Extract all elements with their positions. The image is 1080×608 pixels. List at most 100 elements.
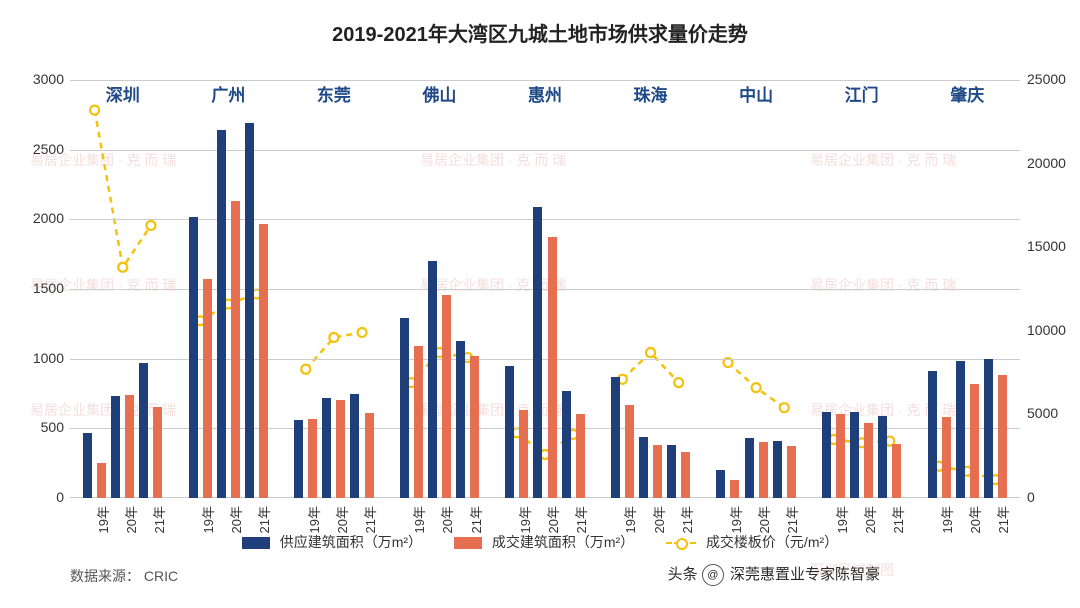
city-label: 江门 bbox=[845, 81, 879, 106]
x-tick: 21年 bbox=[254, 506, 273, 533]
bar-supply bbox=[83, 433, 92, 498]
bar-supply bbox=[400, 318, 409, 498]
x-tick: 20年 bbox=[965, 506, 984, 533]
x-tick: 19年 bbox=[832, 506, 851, 533]
city-label: 惠州 bbox=[528, 81, 562, 106]
x-tick: 20年 bbox=[332, 506, 351, 533]
legend-item-price: 成交楼板价（元/m²） bbox=[666, 532, 838, 552]
x-tick: 21年 bbox=[360, 506, 379, 533]
x-tick: 19年 bbox=[726, 506, 745, 533]
legend-swatch-supply bbox=[242, 537, 270, 549]
price-marker bbox=[301, 365, 310, 374]
bar-deal bbox=[414, 346, 423, 498]
x-tick: 21年 bbox=[782, 506, 801, 533]
x-tick: 19年 bbox=[198, 506, 217, 533]
bar-deal bbox=[892, 444, 901, 498]
plot-area: 0500100015002000250030000500010000150002… bbox=[70, 80, 1020, 498]
city-label: 东莞 bbox=[317, 81, 351, 106]
x-tick: 19年 bbox=[937, 506, 956, 533]
x-tick: 21年 bbox=[149, 506, 168, 533]
city-label: 广州 bbox=[211, 81, 245, 106]
x-tick: 19年 bbox=[620, 506, 639, 533]
bar-supply bbox=[294, 420, 303, 498]
bar-supply bbox=[878, 416, 887, 498]
price-marker bbox=[646, 348, 655, 357]
x-tick: 21年 bbox=[888, 506, 907, 533]
bar-deal bbox=[548, 237, 557, 498]
gridline bbox=[70, 359, 1020, 360]
bar-supply bbox=[533, 207, 542, 498]
x-tick: 19年 bbox=[304, 506, 323, 533]
x-tick: 20年 bbox=[543, 506, 562, 533]
bar-supply bbox=[139, 363, 148, 498]
bar-deal bbox=[365, 413, 374, 498]
x-tick: 20年 bbox=[649, 506, 668, 533]
overlay-attribution: 头条 @ 深莞惠置业专家陈智豪 bbox=[668, 563, 880, 586]
bar-deal bbox=[730, 480, 739, 498]
bar-deal bbox=[576, 414, 585, 498]
source-value: CRIC bbox=[144, 568, 178, 584]
bar-deal bbox=[681, 452, 690, 498]
bar-supply bbox=[956, 361, 965, 498]
bar-supply bbox=[350, 394, 359, 499]
bar-supply bbox=[822, 412, 831, 498]
city-label: 中山 bbox=[739, 81, 773, 106]
bar-deal bbox=[942, 417, 951, 498]
legend: 供应建筑面积（万m²） 成交建筑面积（万m²） 成交楼板价（元/m²） bbox=[0, 532, 1080, 552]
city-label: 肇庆 bbox=[950, 81, 984, 106]
bar-supply bbox=[639, 437, 648, 498]
price-marker bbox=[90, 106, 99, 115]
price-marker bbox=[118, 263, 127, 272]
bar-supply bbox=[111, 396, 120, 498]
bar-supply bbox=[716, 470, 725, 498]
bar-deal bbox=[519, 410, 528, 498]
bar-deal bbox=[970, 384, 979, 498]
bar-supply bbox=[562, 391, 571, 498]
y-left-tick: 3000 bbox=[4, 71, 64, 87]
legend-swatch-price bbox=[666, 537, 696, 549]
price-marker bbox=[780, 403, 789, 412]
legend-item-supply: 供应建筑面积（万m²） bbox=[242, 532, 422, 552]
bar-deal bbox=[653, 445, 662, 498]
x-tick: 21年 bbox=[993, 506, 1012, 533]
x-tick: 21年 bbox=[571, 506, 590, 533]
city-label: 珠海 bbox=[634, 81, 668, 106]
legend-item-deal: 成交建筑面积（万m²） bbox=[454, 532, 634, 552]
bar-supply bbox=[217, 130, 226, 498]
x-tick: 19年 bbox=[515, 506, 534, 533]
x-tick: 19年 bbox=[93, 506, 112, 533]
bar-deal bbox=[203, 279, 212, 498]
x-tick: 20年 bbox=[121, 506, 140, 533]
legend-label-supply: 供应建筑面积（万m²） bbox=[280, 534, 422, 550]
y-left-tick: 2500 bbox=[4, 141, 64, 157]
y-left-tick: 0 bbox=[4, 489, 64, 505]
bar-supply bbox=[322, 398, 331, 498]
legend-label-deal: 成交建筑面积（万m²） bbox=[492, 534, 634, 550]
gridline bbox=[70, 289, 1020, 290]
at-icon: @ bbox=[702, 564, 724, 586]
y-right-tick: 20000 bbox=[1027, 155, 1080, 171]
chart-container: 易居企业集团 · 克 而 瑞 易居企业集团 · 克 而 瑞 易居企业集团 · 克… bbox=[0, 0, 1080, 608]
bar-supply bbox=[984, 359, 993, 498]
bar-deal bbox=[470, 356, 479, 498]
x-tick: 21年 bbox=[466, 506, 485, 533]
city-label: 深圳 bbox=[106, 81, 140, 106]
x-tick: 20年 bbox=[437, 506, 456, 533]
bar-supply bbox=[773, 441, 782, 498]
bar-deal bbox=[259, 224, 268, 498]
legend-label-price: 成交楼板价（元/m²） bbox=[706, 534, 838, 550]
price-marker bbox=[358, 328, 367, 337]
x-tick: 21年 bbox=[677, 506, 696, 533]
y-left-tick: 2000 bbox=[4, 210, 64, 226]
bar-deal bbox=[998, 375, 1007, 498]
bar-deal bbox=[625, 405, 634, 498]
y-right-tick: 0 bbox=[1027, 489, 1080, 505]
source-prefix: 数据来源： bbox=[70, 568, 140, 584]
bar-supply bbox=[245, 123, 254, 498]
data-source: 数据来源： CRIC bbox=[70, 566, 178, 586]
bar-supply bbox=[667, 445, 676, 498]
price-marker bbox=[146, 221, 155, 230]
price-marker bbox=[329, 333, 338, 342]
bar-deal bbox=[97, 463, 106, 498]
bar-deal bbox=[308, 419, 317, 498]
